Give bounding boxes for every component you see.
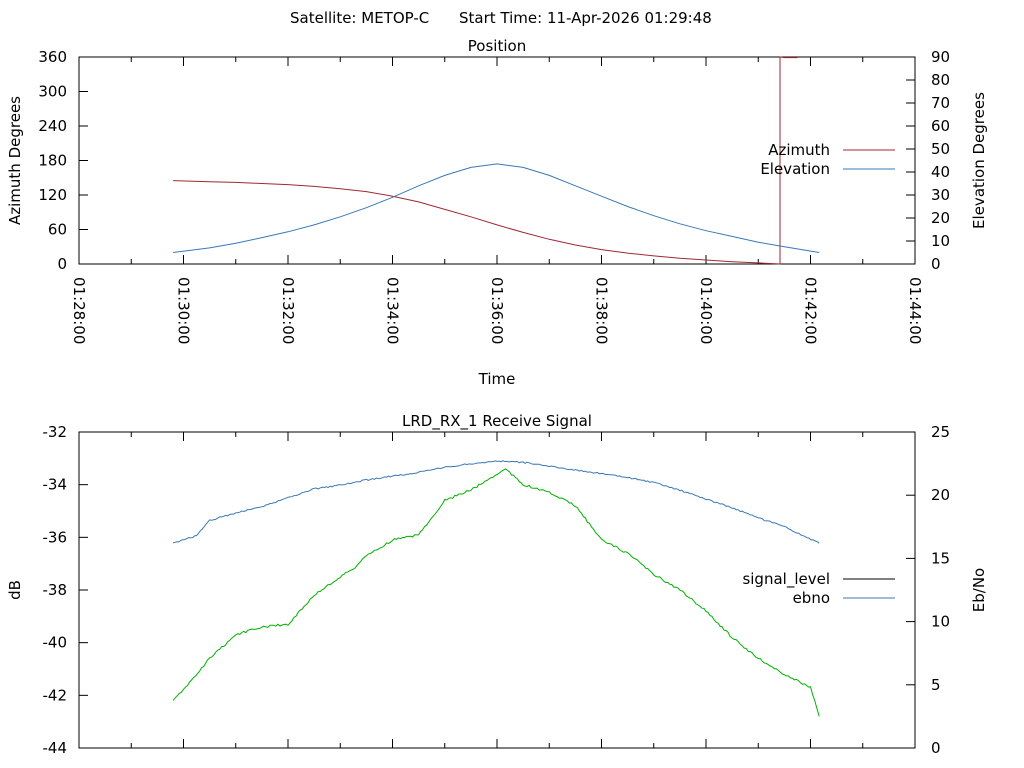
x-tick-label: 01:36:00 — [488, 277, 506, 344]
y-tick-label: 120 — [38, 186, 67, 204]
y2-tick-label: 10 — [931, 613, 950, 631]
y-tick-label: 180 — [38, 152, 67, 170]
header-satellite: Satellite: METOP-C — [290, 9, 429, 27]
y-tick-label: 60 — [48, 221, 67, 239]
plot-frame — [78, 431, 916, 749]
legend-label-ebno: ebno — [793, 589, 830, 607]
x-tick-label: 01:38:00 — [593, 277, 611, 344]
x-tick-label: 01:28:00 — [70, 277, 88, 344]
y2-axis-label: Elevation Degrees — [970, 92, 988, 229]
y-tick-label: -40 — [43, 634, 68, 652]
x-tick-label: 01:30:00 — [175, 277, 193, 344]
y-tick-label: 300 — [38, 83, 67, 101]
chart-title: Position — [468, 37, 526, 55]
y2-tick-label: 0 — [931, 255, 941, 273]
receive-signal-chart: LRD_RX_1 Receive Signal -44 -42 -40 -38 -36 -3… — [6, 412, 988, 757]
y2-tick-label: 90 — [931, 48, 950, 66]
y-tick-label: -38 — [43, 581, 68, 599]
y2-tick-label: 80 — [931, 71, 950, 89]
x-tick-label: 01:34:00 — [384, 277, 402, 344]
legend-label-signal_level: signal_level — [742, 570, 830, 589]
y2-tick-label: 70 — [931, 94, 950, 112]
y2-tick-label: 10 — [931, 232, 950, 250]
y2-tick-label: 20 — [931, 209, 950, 227]
y2-tick-label: 50 — [931, 140, 950, 158]
position-chart: Position 01:28:00 01:30:00 01:32:00 01:34:00… — [6, 37, 988, 388]
series-line-signal_level — [172, 468, 820, 717]
y-axis-label: Azimuth Degrees — [6, 96, 24, 225]
y-tick-label: 360 — [38, 48, 67, 66]
x-tick-label: 01:42:00 — [802, 277, 820, 344]
y-tick-label: -34 — [43, 476, 68, 494]
series-line-Azimuth — [173, 56, 798, 265]
y-tick-label: 0 — [57, 255, 67, 273]
y2-tick-label: 5 — [931, 676, 941, 694]
y-tick-label: -42 — [43, 686, 68, 704]
y-axis-label: dB — [6, 580, 24, 600]
series-line-ebno — [172, 460, 820, 544]
series-line-Elevation — [173, 163, 820, 253]
y-tick-label: -32 — [43, 423, 68, 441]
y2-tick-label: 40 — [931, 163, 950, 181]
legend-label-Elevation: Elevation — [760, 160, 830, 178]
y2-tick-label: 15 — [931, 549, 950, 567]
y2-tick-label: 20 — [931, 486, 950, 504]
x-tick-label: 01:44:00 — [906, 277, 924, 344]
y2-tick-label: 25 — [931, 423, 950, 441]
legend-label-Azimuth: Azimuth — [768, 141, 830, 159]
x-tick-label: 01:32:00 — [279, 277, 297, 344]
y2-tick-label: 0 — [931, 739, 941, 757]
y-tick-label: -36 — [43, 528, 68, 546]
header-start-time: Start Time: 11-Apr-2026 01:29:48 — [459, 9, 712, 27]
chart-title: LRD_RX_1 Receive Signal — [402, 412, 592, 431]
y2-axis-label: Eb/No — [970, 568, 988, 612]
y2-tick-label: 60 — [931, 117, 950, 135]
y-tick-label: -44 — [43, 739, 68, 757]
x-axis-label: Time — [478, 370, 516, 388]
y-tick-label: 240 — [38, 117, 67, 135]
x-tick-label: 01:40:00 — [697, 277, 715, 344]
y2-tick-label: 30 — [931, 186, 950, 204]
